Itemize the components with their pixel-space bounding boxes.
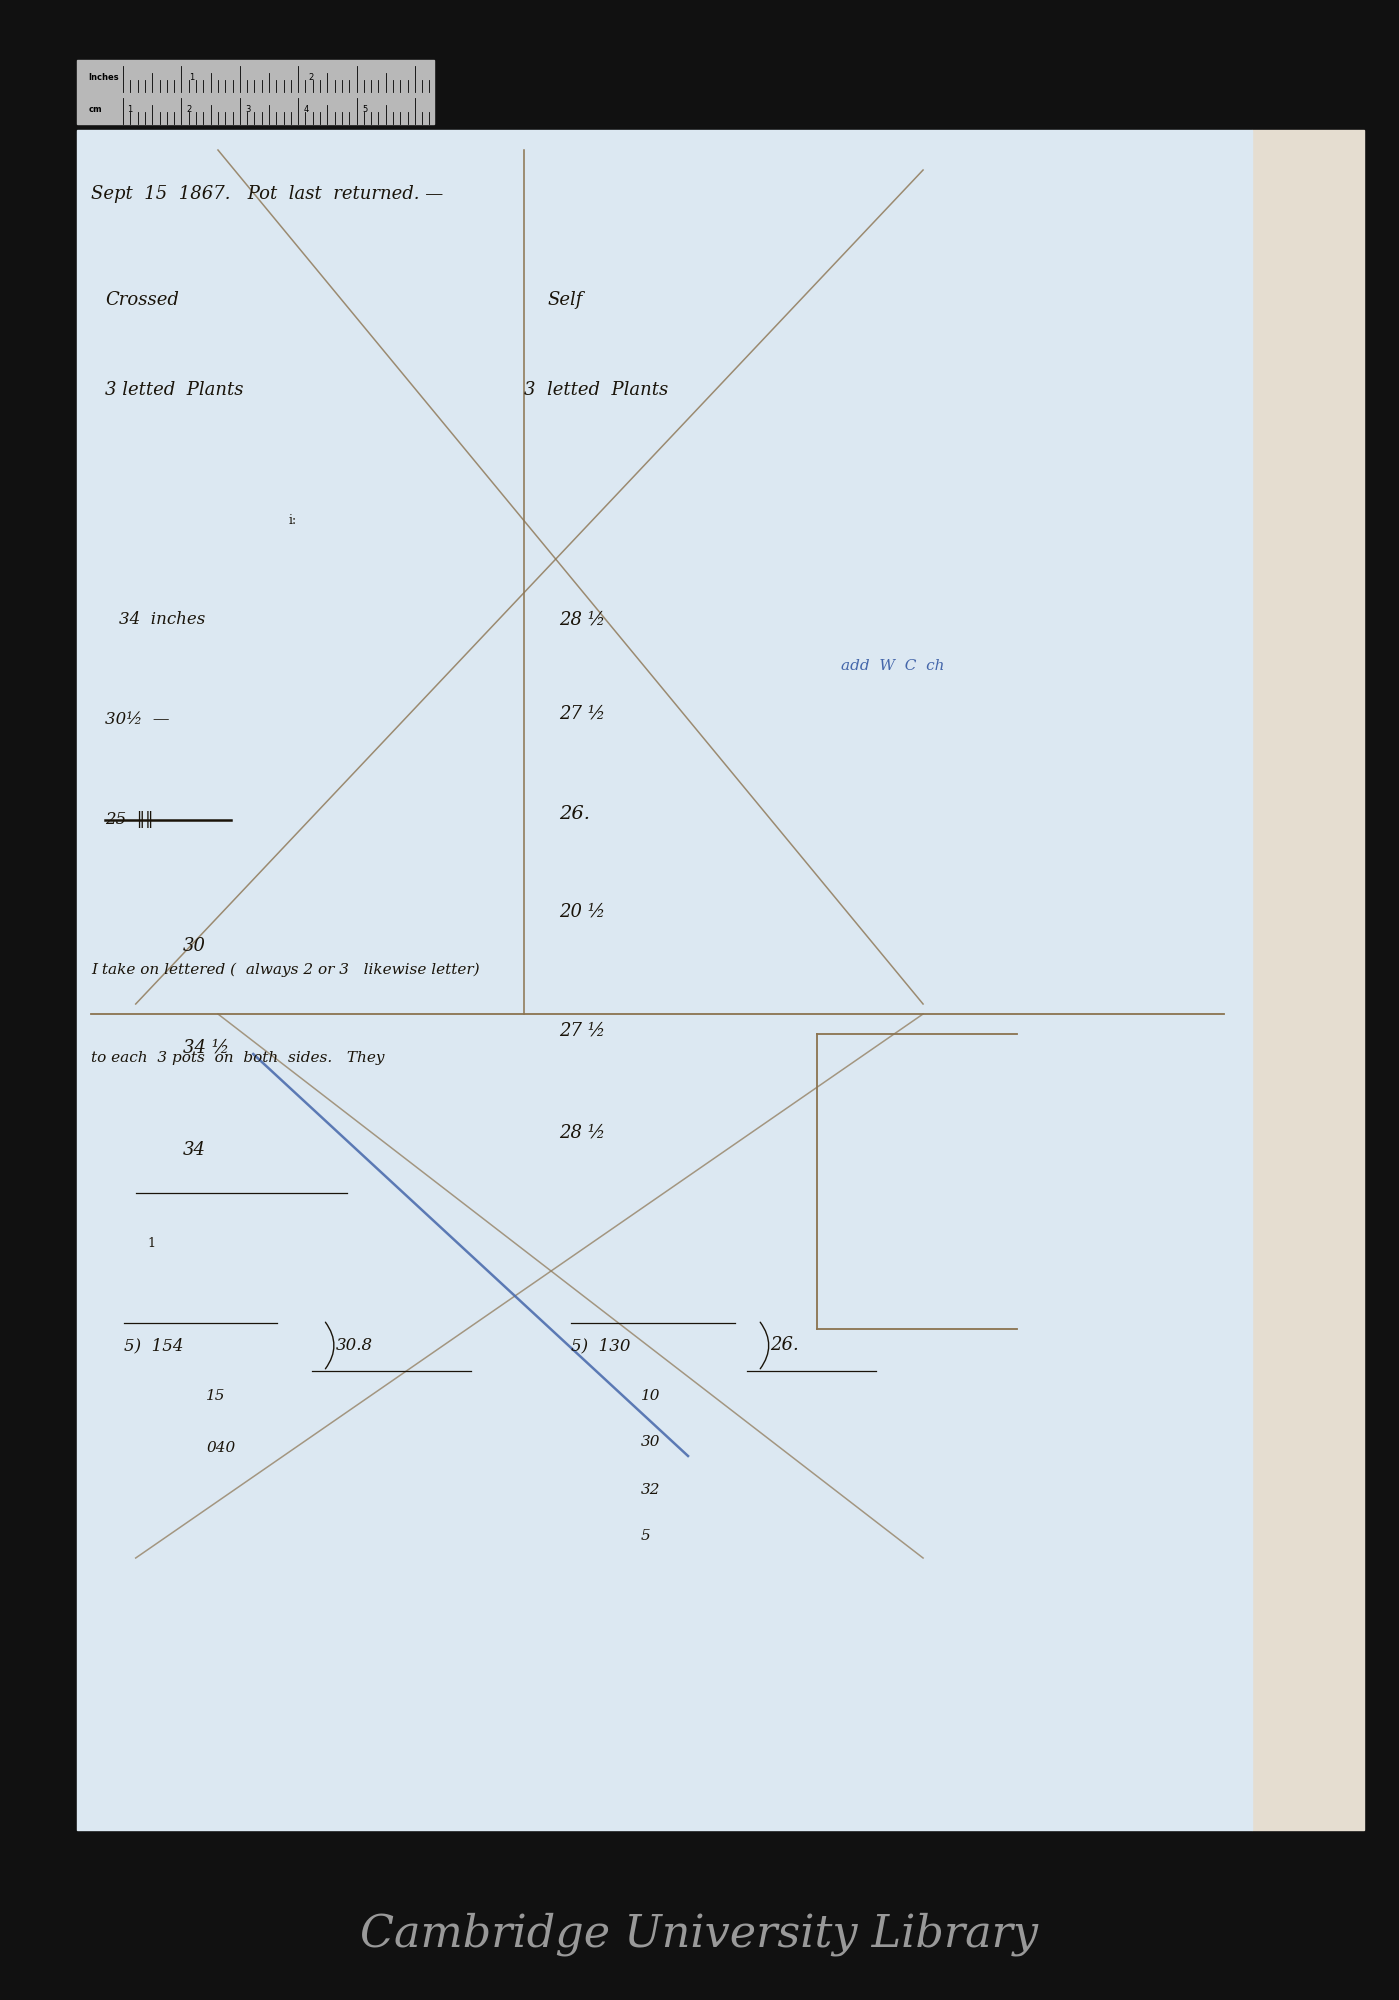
Text: 34: 34 <box>183 1140 206 1158</box>
Text: 2: 2 <box>308 74 313 82</box>
Text: 30: 30 <box>183 936 206 956</box>
Text: 32: 32 <box>641 1482 660 1496</box>
Text: 10: 10 <box>641 1390 660 1404</box>
Text: i:: i: <box>288 514 297 526</box>
Text: Inches: Inches <box>88 74 119 82</box>
Text: 5: 5 <box>641 1528 651 1542</box>
Text: 3: 3 <box>245 106 250 114</box>
Text: 30: 30 <box>641 1436 660 1450</box>
Text: 27 ½: 27 ½ <box>558 706 604 722</box>
Text: 30½  —: 30½ — <box>105 712 169 728</box>
Text: 5: 5 <box>362 106 368 114</box>
Text: 30.8: 30.8 <box>336 1336 372 1354</box>
Text: to each  3 pots  on  both  sides.   They: to each 3 pots on both sides. They <box>91 1050 385 1064</box>
Text: cm: cm <box>88 106 102 114</box>
Text: Cambridge University Library: Cambridge University Library <box>361 1912 1038 1956</box>
Text: 040: 040 <box>206 1440 235 1454</box>
Text: 26.: 26. <box>771 1336 799 1354</box>
Text: 15: 15 <box>206 1390 225 1404</box>
Text: 1: 1 <box>189 74 194 82</box>
Text: 3 letted  Plants: 3 letted Plants <box>105 380 243 400</box>
Text: 25  ‖‖: 25 ‖‖ <box>105 812 154 828</box>
Text: I take on lettered (  always 2 or 3   likewise letter): I take on lettered ( always 2 or 3 likew… <box>91 962 480 978</box>
Text: 28 ½: 28 ½ <box>558 1124 604 1142</box>
Bar <box>77 60 434 124</box>
Bar <box>1252 130 1364 1830</box>
Text: 5)  154: 5) 154 <box>125 1336 183 1354</box>
Text: 34 ½: 34 ½ <box>183 1038 229 1056</box>
Text: 20 ½: 20 ½ <box>558 904 604 920</box>
Text: 5)  130: 5) 130 <box>571 1336 630 1354</box>
Text: 28 ½: 28 ½ <box>558 610 604 628</box>
Text: 1: 1 <box>147 1236 155 1250</box>
Text: 27 ½: 27 ½ <box>558 1022 604 1040</box>
Text: 3  letted  Plants: 3 letted Plants <box>523 380 667 400</box>
Text: 2: 2 <box>186 106 192 114</box>
Text: Crossed: Crossed <box>105 290 179 308</box>
Bar <box>77 130 1252 1830</box>
Text: 1: 1 <box>127 106 133 114</box>
Text: Sept  15  1867.   Pot  last  returned. —: Sept 15 1867. Pot last returned. — <box>91 186 443 204</box>
Text: 4: 4 <box>304 106 309 114</box>
Text: 34  inches: 34 inches <box>119 612 206 628</box>
Text: Self: Self <box>547 290 582 308</box>
Text: 26.: 26. <box>558 804 590 824</box>
Text: add  W  C  ch: add W C ch <box>841 660 944 672</box>
